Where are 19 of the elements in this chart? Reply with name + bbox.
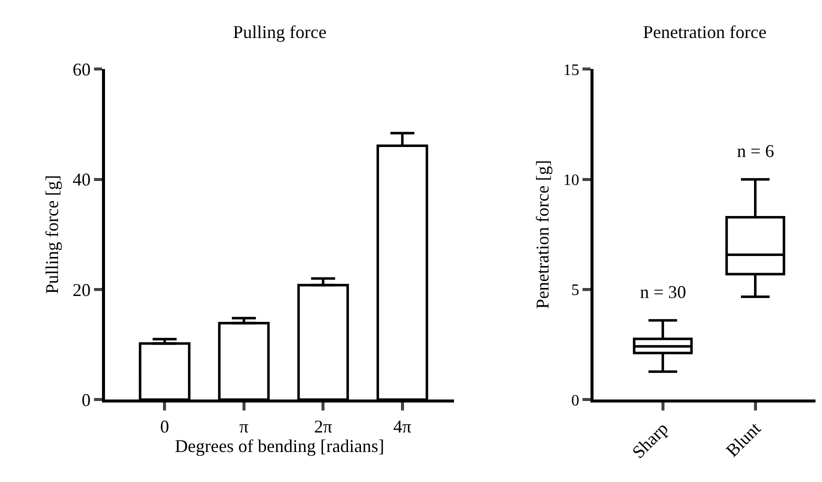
- annotation: n = 30: [640, 282, 686, 302]
- chart-title: Penetration force: [643, 22, 766, 42]
- y-tick-label: 40: [72, 170, 91, 190]
- x-tick-label: 4π: [393, 416, 412, 436]
- y-tick-label: 10: [563, 172, 580, 189]
- y-axis-title: Penetration force [g]: [532, 160, 552, 309]
- annotation: n = 6: [737, 141, 774, 161]
- x-axis-title: Degrees of bending [radians]: [174, 436, 384, 456]
- chart-title: Pulling force: [233, 22, 326, 42]
- y-tick-label: 0: [571, 392, 580, 410]
- y-tick-label: 0: [82, 390, 91, 410]
- y-axis-title: Pulling force [g]: [42, 174, 62, 294]
- x-tick-label: 0: [160, 416, 170, 436]
- y-tick-label: 5: [571, 282, 580, 300]
- y-tick-label: 15: [563, 62, 580, 79]
- x-tick-label: 2π: [314, 416, 332, 436]
- y-tick-label: 60: [72, 60, 91, 80]
- x-tick-label: π: [239, 416, 248, 436]
- y-tick-label: 20: [72, 280, 91, 300]
